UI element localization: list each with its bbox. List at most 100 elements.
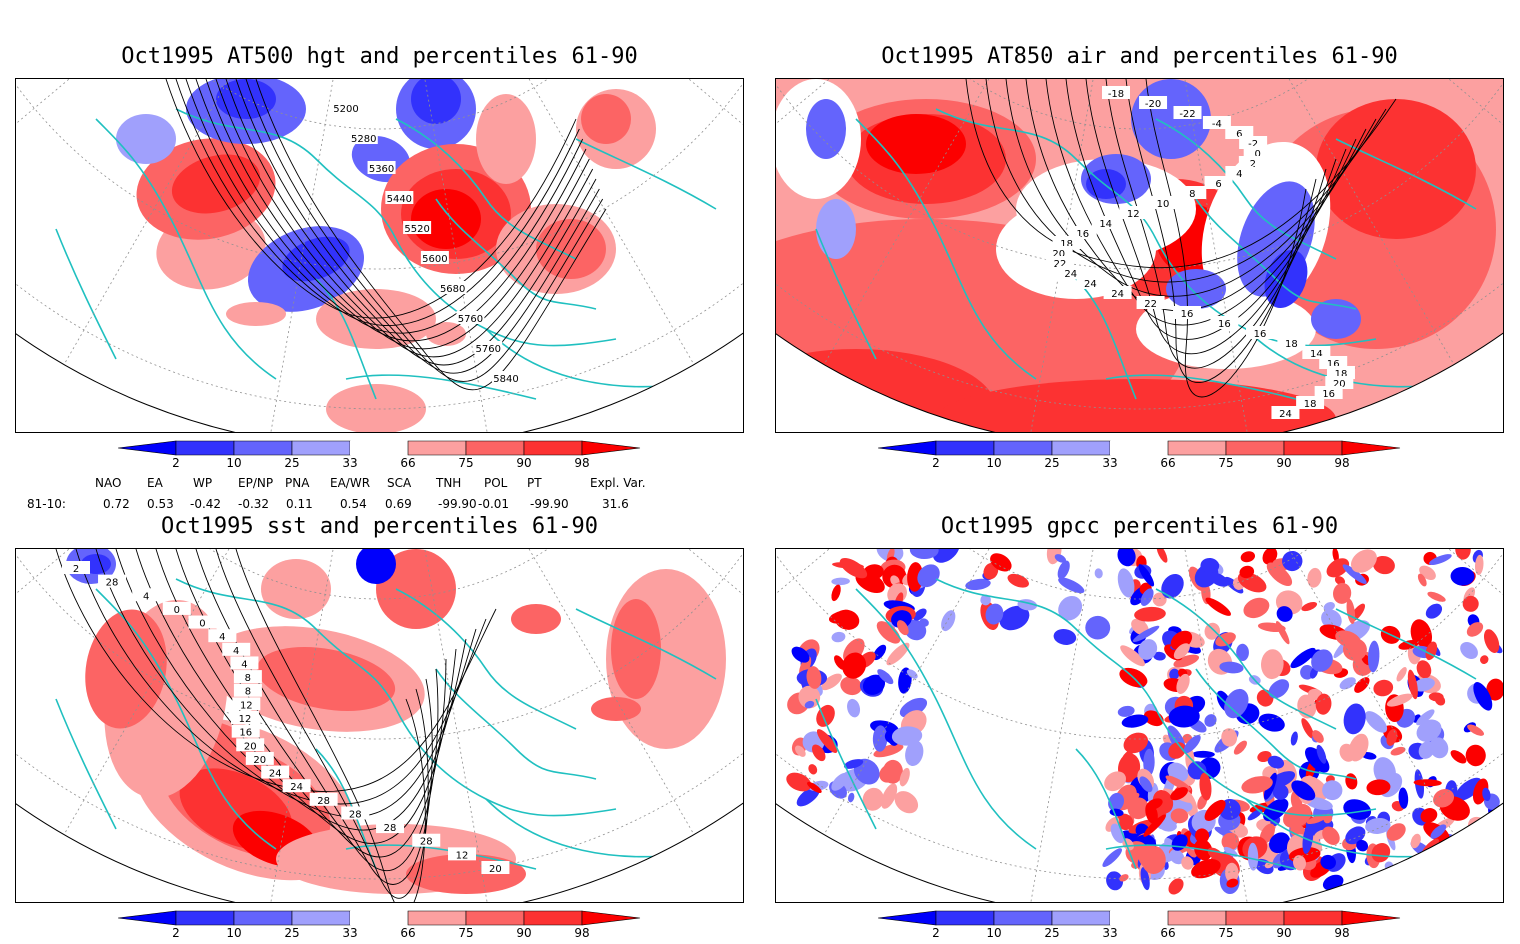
contour-label-bg (232, 697, 261, 711)
contour-label: 20 (1333, 379, 1346, 390)
coastline (55, 228, 117, 360)
contour-label: 28 (106, 578, 119, 589)
anomaly-area (1332, 549, 1339, 563)
latitude-circle (16, 549, 743, 880)
anomaly-area (1372, 555, 1395, 575)
anomaly-area (862, 787, 884, 811)
contour-label: -4 (1212, 119, 1222, 130)
contour-line (1145, 79, 1307, 398)
contour-label: 24 (290, 782, 303, 793)
contour-label: 12 (239, 714, 252, 725)
anomaly-area (839, 558, 868, 579)
anomaly-area (1345, 773, 1358, 790)
anomaly-area (1269, 832, 1291, 854)
anomaly-area (1307, 567, 1322, 588)
contour-label-bg (188, 615, 217, 629)
anomaly-area (941, 610, 956, 632)
contour-label: 28 (317, 796, 330, 807)
anomaly-area (1276, 606, 1293, 622)
anomaly-area (1260, 649, 1284, 680)
anomaly-area (909, 549, 939, 560)
contour-label-bg (341, 806, 370, 820)
anomaly-area (1139, 776, 1153, 793)
contour-label: 20 (1052, 249, 1065, 260)
contour-line (965, 79, 1397, 269)
anomaly-area (1134, 606, 1166, 622)
anomaly-area (872, 725, 888, 752)
colorbar-tick-label: 25 (284, 926, 300, 940)
anomaly-area (1311, 299, 1361, 339)
anomaly-area (1138, 639, 1158, 660)
contour-line (215, 549, 429, 899)
teleconnection-value: 0.11 (286, 497, 313, 511)
anomaly-area (1373, 679, 1394, 697)
map-hemisphere: -18-20-22-46-202468101214161820222424242… (776, 79, 1503, 432)
contour-label-bg (1277, 336, 1306, 349)
anomaly-area (1466, 622, 1484, 637)
contour-label-bg (376, 820, 405, 834)
anomaly-area (1425, 603, 1443, 619)
panel-title-sst: Oct1995 sst and percentiles 61-90 (160, 514, 599, 539)
anomaly-area (862, 674, 886, 695)
anomaly-area (1386, 693, 1413, 707)
colorbar-tick-label: 2 (172, 926, 180, 940)
anomaly-area (1316, 99, 1476, 239)
anomaly-area (1371, 842, 1391, 863)
contour-label-bg (309, 792, 338, 806)
anomaly-area (1169, 668, 1180, 680)
anomaly-area (1170, 787, 1188, 801)
contour-label-bg (1225, 166, 1254, 179)
anomaly-area (1243, 597, 1270, 619)
contour-label: 2 (73, 564, 79, 575)
anomaly-area (1301, 718, 1314, 739)
anomaly-area (1390, 746, 1406, 756)
anomaly-area (866, 114, 966, 174)
anomaly-area (796, 786, 820, 807)
teleconnection-value: 31.6 (602, 497, 629, 511)
anomaly-area (842, 652, 867, 679)
anomaly-area (1367, 640, 1380, 673)
anomaly-area (1116, 813, 1134, 831)
coastline (1075, 748, 1137, 870)
anomaly-area (1016, 159, 1196, 259)
contour-label-bg (367, 161, 396, 174)
anomaly-area (1420, 861, 1438, 871)
anomaly-area (932, 549, 960, 563)
colorbar-tick-label: 66 (400, 926, 416, 940)
contour-label: 5600 (422, 254, 447, 265)
colorbar-segment (465, 440, 525, 456)
anomaly-area (1106, 871, 1124, 891)
anomaly-area (1396, 667, 1407, 682)
anomaly-area (1427, 591, 1446, 602)
contour-label: 5360 (369, 164, 394, 175)
contour-label-bg (1271, 406, 1300, 419)
anomaly-area (881, 783, 898, 809)
anomaly-area (1226, 878, 1239, 888)
map-air850: -18-20-22-46-202468101214161820222424242… (776, 79, 1503, 432)
anomaly-area (1272, 784, 1289, 800)
anomaly-area (1131, 618, 1149, 636)
teleconnection-header: Expl. Var. (590, 476, 646, 490)
contour-label: 14 (1310, 349, 1323, 360)
anomaly-area (476, 94, 536, 184)
map-panel-gpcc (775, 548, 1504, 903)
contour-label-bg (208, 629, 237, 643)
contour-label-bg (1056, 266, 1085, 279)
coastline (855, 588, 1037, 850)
anomaly-area (1058, 595, 1083, 621)
anomaly-area (1138, 564, 1155, 587)
anomaly-area (1455, 549, 1471, 560)
contour-label: 16 (1181, 309, 1194, 320)
coastline (95, 588, 277, 850)
anomaly-area (1200, 557, 1220, 574)
contour-label-bg (1302, 346, 1331, 359)
contour-label-bg (222, 642, 251, 656)
colorbar-tick-label: 90 (516, 926, 532, 940)
anomaly-area (1053, 628, 1077, 645)
anomaly-area (1420, 850, 1442, 881)
anomaly-area (1267, 755, 1285, 769)
anomaly-area (1334, 576, 1346, 586)
contour-label: 24 (1064, 269, 1077, 280)
colorbar-segment (291, 910, 351, 926)
contour-label-bg (1103, 286, 1132, 299)
